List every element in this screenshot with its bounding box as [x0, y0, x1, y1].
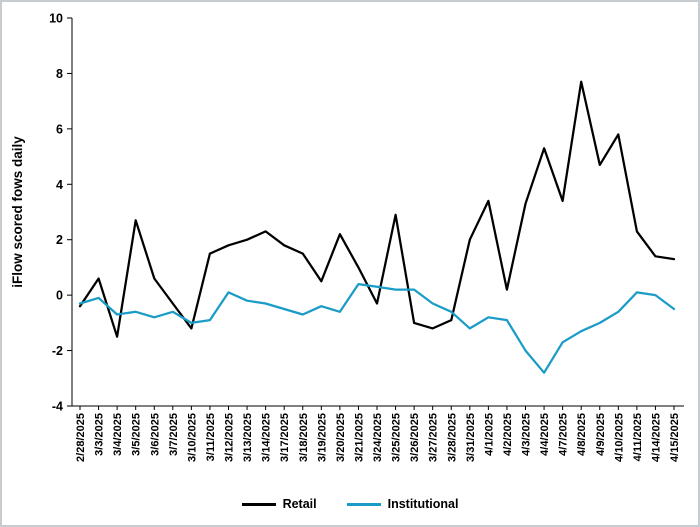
x-tick-label: 3/11/2025 [205, 413, 217, 461]
series-line-institutional [78, 282, 676, 374]
x-tick-label: 3/4/2025 [112, 413, 124, 456]
x-tick-label: 4/15/2025 [669, 413, 681, 462]
legend-label-retail: Retail [282, 497, 317, 511]
x-tick-label: 4/11/2025 [632, 413, 644, 461]
x-tick-label: 4/4/2025 [539, 413, 551, 456]
x-tick-label: 2/28/2025 [75, 413, 87, 462]
retail-line-swatch [241, 502, 276, 506]
x-tick-label: 4/2/2025 [502, 413, 514, 456]
x-tick-label: 3/31/2025 [465, 413, 477, 462]
series-line-retail [78, 80, 676, 338]
y-tick-label: 0 [56, 289, 63, 303]
x-tick-label: 4/1/2025 [483, 413, 495, 456]
legend-item-institutional: Institutional [346, 497, 459, 511]
y-tick-label: 6 [56, 122, 63, 136]
x-tick-label: 3/19/2025 [316, 413, 328, 462]
x-tick-label: 3/12/2025 [224, 413, 236, 462]
y-tick-label: -2 [52, 344, 63, 358]
x-tick-label: 3/21/2025 [353, 413, 365, 462]
x-tick-label: 3/3/2025 [94, 413, 106, 456]
x-tick-label: 4/7/2025 [558, 413, 570, 456]
legend-item-retail: Retail [241, 497, 317, 511]
x-tick-label: 4/3/2025 [521, 413, 533, 456]
y-tick-label: -4 [52, 400, 63, 414]
x-tick-label: 3/24/2025 [372, 413, 384, 462]
y-tick-label: 4 [56, 178, 63, 192]
x-tick-label: 4/14/2025 [650, 413, 662, 462]
y-axis-title: iFlow scored fows daily [10, 136, 25, 288]
x-tick-label: 3/7/2025 [168, 413, 180, 456]
x-tick-label: 4/9/2025 [595, 413, 607, 456]
x-tick-label: 4/10/2025 [613, 413, 625, 462]
x-tick-label: 3/26/2025 [409, 413, 421, 462]
x-tick-label: 3/27/2025 [428, 413, 440, 462]
x-tick-label: 3/18/2025 [298, 413, 310, 462]
x-tick-label: 3/10/2025 [186, 413, 198, 462]
x-tick-label: 3/17/2025 [279, 413, 291, 462]
y-tick-label: 8 [56, 67, 63, 81]
x-tick-label: 3/28/2025 [446, 413, 458, 462]
x-tick-label: 4/8/2025 [576, 413, 588, 456]
y-tick-label: 10 [49, 12, 63, 26]
x-tick-label: 3/5/2025 [131, 413, 143, 456]
line-chart: iFlow scored fows daily 10 8 6 4 2 0 -2 -4 2/28/… [10, 12, 684, 462]
x-tick-label: 3/14/2025 [261, 413, 273, 462]
x-tick-label: 3/25/2025 [391, 413, 403, 462]
institutional-line-swatch [346, 502, 381, 506]
legend: Retail Institutional [2, 497, 698, 511]
x-tick-label: 3/13/2025 [242, 413, 254, 462]
legend-label-institutional: Institutional [387, 497, 459, 511]
y-tick-label: 2 [56, 233, 63, 247]
x-tick-label: 3/20/2025 [335, 413, 347, 462]
x-tick-label: 3/6/2025 [149, 413, 161, 456]
